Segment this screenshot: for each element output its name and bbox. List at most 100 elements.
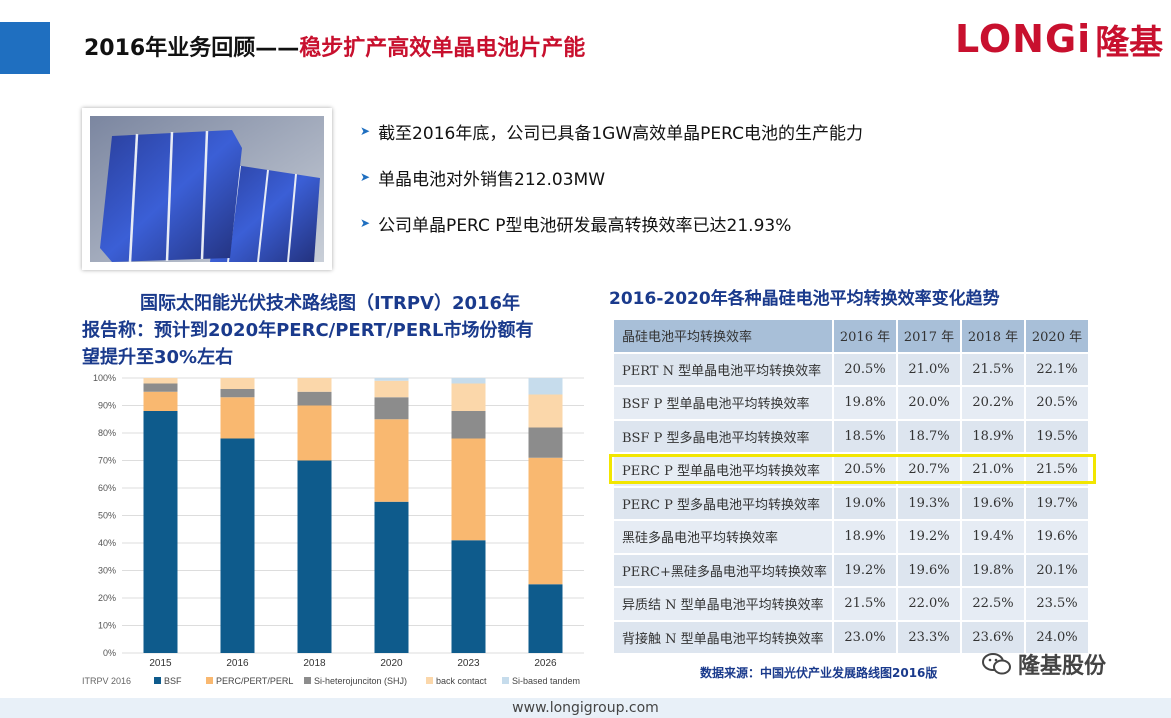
value-cell: 19.4% [960, 519, 1026, 555]
x-tick-label: 2018 [303, 658, 326, 669]
table-title: 2016-2020年各种晶硅电池平均转换效率变化趋势 [609, 289, 1000, 309]
value-cell: 20.5% [832, 351, 898, 387]
bar-segment [220, 397, 255, 439]
data-source: 数据来源：中国光伏产业发展路线图2016版 [700, 666, 938, 680]
table-row: 异质结 N 型单晶电池平均转换效率 21.5% 22.0% 22.5% 23.5% [612, 586, 1090, 622]
table-header-cell: 2016 年 [832, 318, 898, 354]
value-cell: 18.7% [896, 418, 962, 454]
bullet-item: ➤ 单晶电池对外销售212.03MW [360, 154, 980, 200]
bar-segment [451, 378, 486, 384]
bar-segment [451, 438, 486, 541]
bullet-item: ➤ 公司单晶PERC P型电池研发最高转换效率已达21.93% [360, 200, 980, 246]
value-cell: 18.9% [832, 519, 898, 555]
page-title-highlight: 稳步扩产高效单晶电池片产能 [299, 36, 586, 61]
bar-segment [143, 383, 178, 392]
wechat-icon [982, 653, 1011, 675]
bar-segment [220, 438, 255, 653]
header-accent-bar [0, 22, 50, 74]
legend-label: Si-heterojunciton (SHJ) [314, 676, 407, 686]
row-label-cell: 背接触 N 型单晶电池平均转换效率 [612, 619, 834, 655]
bar-segment [220, 378, 255, 389]
value-cell: 21.0% [896, 351, 962, 387]
y-tick-label: 60% [98, 483, 116, 493]
value-cell: 20.2% [960, 385, 1026, 421]
bar-segment [143, 411, 178, 653]
chart-source-label: ITRPV 2016 [82, 676, 131, 686]
value-cell: 18.5% [832, 418, 898, 454]
legend-swatch [502, 677, 509, 684]
logo-text-cn: 隆基 [1095, 22, 1164, 63]
arrow-bullet-icon: ➤ [360, 124, 371, 138]
footer-bar: www.longigroup.com [0, 698, 1171, 718]
x-tick-label: 2026 [534, 658, 557, 669]
arrow-bullet-icon: ➤ [360, 216, 371, 230]
value-cell: 22.0% [896, 586, 962, 622]
bullet-text: 截至2016年底，公司已具备1GW高效单晶PERC电池的生产能力 [378, 123, 863, 144]
bar-segment [528, 378, 563, 395]
itrpv-note-line: 国际太阳能光伏技术路线图（ITRPV）2016年 [140, 293, 521, 314]
y-tick-label: 0% [103, 648, 116, 658]
bar-segment [451, 411, 486, 439]
value-cell: 23.3% [896, 619, 962, 655]
value-cell: 22.5% [960, 586, 1026, 622]
footer-url: www.longigroup.com [512, 700, 659, 716]
x-tick-label: 2016 [226, 658, 249, 669]
value-cell: 19.2% [832, 552, 898, 588]
row-label-cell: 异质结 N 型单晶电池平均转换效率 [612, 586, 834, 622]
solar-cell-photo [82, 108, 332, 270]
table-row: 背接触 N 型单晶电池平均转换效率 23.0% 23.3% 23.6% 24.0% [612, 619, 1090, 655]
value-cell: 19.6% [1024, 519, 1090, 555]
bar-segment [297, 378, 332, 392]
value-cell: 19.5% [1024, 418, 1090, 454]
bar-segment [220, 389, 255, 398]
legend-label: Si-based tandem [512, 676, 580, 686]
bullet-text: 单晶电池对外销售212.03MW [378, 169, 606, 190]
value-cell: 24.0% [1024, 619, 1090, 655]
table-row: BSF P 型单晶电池平均转换效率 19.8% 20.0% 20.2% 20.5% [612, 385, 1090, 421]
value-cell: 19.0% [832, 485, 898, 521]
bar-segment [451, 383, 486, 411]
table-row: PERC P 型多晶电池平均转换效率 19.0% 19.3% 19.6% 19.7% [612, 485, 1090, 521]
table-body: PERT N 型单晶电池平均转换效率 20.5% 21.0% 21.5% 22.1% BS… [612, 351, 1090, 655]
bar-segment [143, 378, 178, 384]
bar-segment [528, 427, 563, 458]
bar-segment [374, 380, 409, 398]
value-cell: 23.5% [1024, 586, 1090, 622]
value-cell: 21.5% [960, 351, 1026, 387]
bar-segment [528, 584, 563, 653]
row-label-cell: 黑硅多晶电池平均转换效率 [612, 519, 834, 555]
value-cell: 20.5% [1024, 385, 1090, 421]
table-row: PERT N 型单晶电池平均转换效率 20.5% 21.0% 21.5% 22.1% [612, 351, 1090, 387]
bar-segment [143, 391, 178, 411]
value-cell: 19.3% [896, 485, 962, 521]
page-title-prefix: 2016年业务回顾—— [84, 36, 300, 61]
highlights-list: ➤ 截至2016年底，公司已具备1GW高效单晶PERC电池的生产能力 ➤ 单晶电池对… [360, 108, 980, 246]
y-tick-label: 90% [98, 401, 116, 411]
table-row: BSF P 型多晶电池平均转换效率 18.5% 18.7% 18.9% 19.5% [612, 418, 1090, 454]
bar-segment [374, 419, 409, 502]
y-tick-label: 100% [93, 373, 116, 383]
y-tick-label: 10% [98, 621, 116, 631]
table-row: PERC+黑硅多晶电池平均转换效率 19.2% 19.6% 19.8% 20.1% [612, 552, 1090, 588]
perc-row-highlight [609, 454, 1096, 484]
longi-logo: LONGi 隆基 [955, 14, 1163, 64]
legend-swatch [426, 677, 433, 684]
table-header-cell: 2017 年 [896, 318, 962, 354]
table-header-cell: 2018 年 [960, 318, 1026, 354]
legend-swatch [304, 677, 311, 684]
value-cell: 23.6% [960, 619, 1026, 655]
value-cell: 20.0% [896, 385, 962, 421]
bar-segment [528, 457, 563, 585]
legend-label: back contact [436, 676, 487, 686]
value-cell: 19.8% [960, 552, 1026, 588]
bar-segment [528, 394, 563, 428]
value-cell: 19.6% [960, 485, 1026, 521]
table-header-cell: 晶硅电池平均转换效率 [612, 318, 834, 354]
stacked-bar-chart: 0% 10% 20% 30% 40% 50% 60% 70% 80% 90% 100% 2015 201… [82, 373, 584, 686]
row-label-cell: PERC P 型多晶电池平均转换效率 [612, 485, 834, 521]
row-label-cell: PERT N 型单晶电池平均转换效率 [612, 351, 834, 387]
bullet-item: ➤ 截至2016年底，公司已具备1GW高效单晶PERC电池的生产能力 [360, 108, 980, 154]
itrpv-note: 国际太阳能光伏技术路线图（ITRPV）2016年 报告称：预计到2020年PER… [82, 290, 582, 371]
value-cell: 19.7% [1024, 485, 1090, 521]
row-label-cell: BSF P 型单晶电池平均转换效率 [612, 385, 834, 421]
